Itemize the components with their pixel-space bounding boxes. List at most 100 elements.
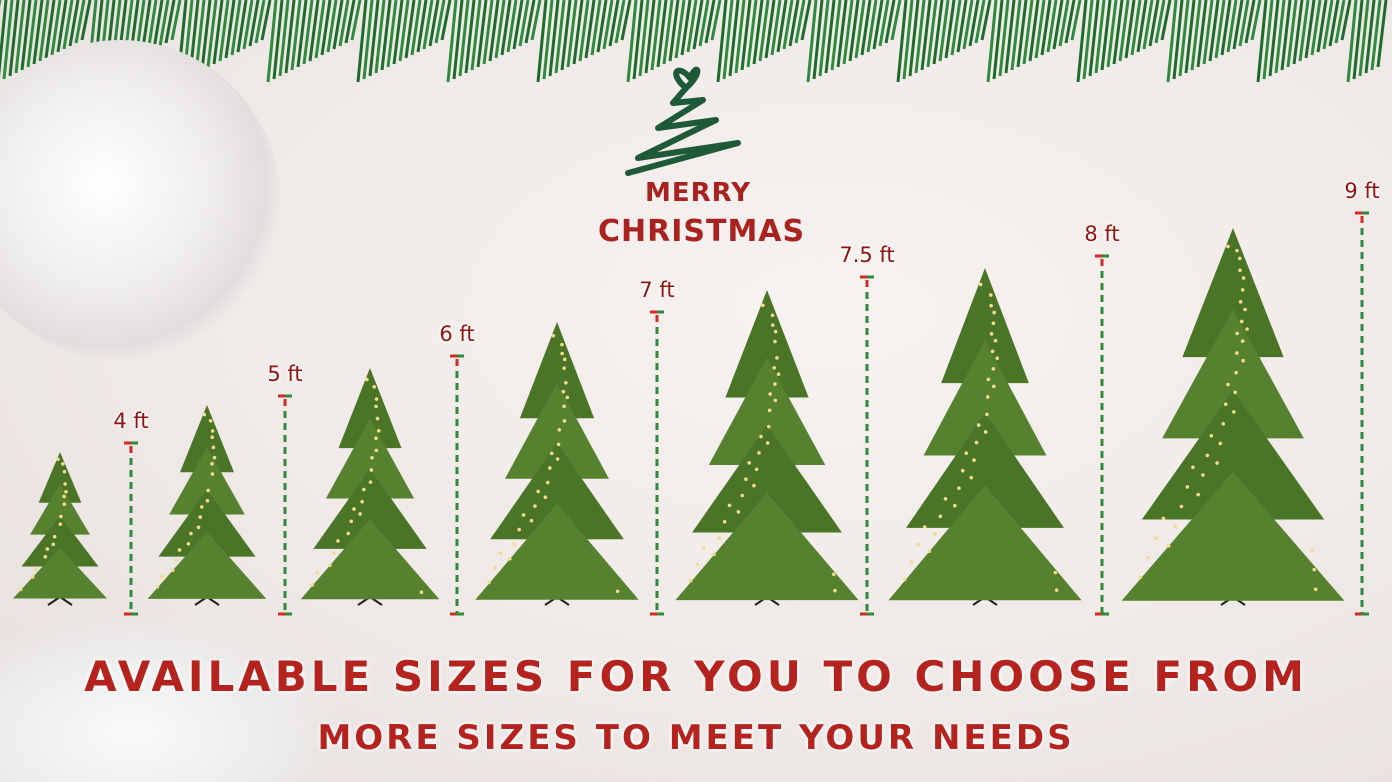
light-dot [202, 412, 207, 417]
light-dot [991, 367, 996, 371]
christmas-tree-7ft [475, 322, 639, 606]
light-dot [989, 332, 994, 336]
light-dot [773, 382, 777, 386]
light-dot [1235, 248, 1239, 253]
light-dot [765, 441, 770, 445]
christmas-tree-4ft [12, 452, 108, 606]
light-dot [736, 510, 741, 514]
light-dot [349, 519, 354, 524]
light-dot [1241, 358, 1245, 363]
light-dot [1232, 410, 1236, 414]
light-dot [775, 356, 779, 360]
light-dot [555, 457, 560, 461]
light-dot [727, 503, 732, 508]
light-dot [52, 534, 57, 539]
light-dot [990, 349, 995, 354]
light-dot [332, 551, 336, 555]
light-dot [564, 380, 568, 385]
light-dot [551, 333, 556, 338]
size-label: 7 ft [639, 278, 675, 302]
light-dot [1138, 575, 1143, 580]
light-dot [1239, 319, 1244, 324]
light-dot [688, 578, 693, 583]
light-dot [1154, 536, 1158, 540]
size-label: 6 ft [439, 322, 475, 346]
size-label: 8 ft [1084, 222, 1120, 246]
size-label: 4 ft [113, 409, 149, 433]
size-label: 7.5 ft [839, 243, 895, 267]
light-dot [1196, 492, 1200, 497]
light-dot [310, 583, 315, 587]
light-dot [1221, 422, 1226, 426]
light-dot [208, 419, 213, 423]
light-dot [62, 502, 67, 506]
light-dot [43, 554, 48, 559]
light-dot [833, 588, 837, 593]
light-dot [831, 572, 836, 577]
light-dot [957, 486, 961, 491]
light-dot [759, 434, 763, 439]
light-dot [62, 494, 66, 499]
light-dot [56, 457, 60, 462]
light-dot [549, 451, 554, 456]
light-dot [368, 480, 373, 484]
light-dot [560, 351, 564, 356]
christmas-tree-9ft [1121, 228, 1345, 606]
light-dot [972, 458, 976, 462]
light-dot [1235, 331, 1239, 336]
light-dot [196, 525, 201, 530]
light-dot [548, 466, 552, 470]
christmas-tree-6ft [300, 368, 440, 606]
light-dot [562, 366, 566, 370]
light-dot [902, 577, 907, 582]
light-dot [1166, 544, 1171, 548]
light-dot [198, 515, 203, 519]
light-dot [1310, 548, 1315, 552]
light-dot [362, 487, 366, 492]
light-dot [754, 467, 759, 472]
light-dot [374, 436, 378, 440]
height-ruler [278, 394, 292, 616]
light-dot [493, 565, 497, 570]
light-dot [752, 483, 756, 488]
light-dot [1205, 453, 1210, 458]
light-dot [62, 469, 67, 474]
light-dot [909, 560, 914, 564]
light-dot [1223, 402, 1228, 406]
light-dot [19, 587, 23, 592]
light-dot [63, 482, 67, 486]
light-dot [922, 525, 927, 529]
tree-scribble-icon [625, 66, 741, 176]
light-dot [1238, 268, 1242, 273]
light-dot [933, 532, 937, 536]
size-label: 9 ft [1344, 179, 1380, 203]
light-dot [174, 558, 178, 562]
light-dot [160, 574, 164, 579]
light-dot [767, 408, 772, 413]
light-dot [916, 542, 921, 547]
logo-christmas: CHRISTMAS [598, 214, 806, 249]
light-dot [562, 357, 567, 362]
light-dot [336, 539, 340, 543]
light-dot [722, 519, 727, 524]
light-dot [744, 477, 748, 481]
light-dot [986, 377, 991, 382]
height-ruler [450, 354, 464, 616]
height-ruler [650, 310, 664, 616]
light-dot [938, 514, 943, 519]
light-dot [565, 395, 570, 400]
light-dot [770, 323, 775, 327]
light-dot [1053, 570, 1058, 575]
light-dot [517, 527, 522, 532]
light-dot [1237, 256, 1242, 261]
light-dot [61, 462, 65, 466]
height-ruler [124, 441, 138, 616]
light-dot [508, 557, 512, 561]
light-dot [1245, 327, 1249, 331]
light-dot [358, 512, 362, 516]
light-dot [1226, 382, 1230, 387]
light-dot [529, 518, 534, 523]
light-dot [1243, 307, 1247, 312]
light-dot [991, 321, 996, 326]
